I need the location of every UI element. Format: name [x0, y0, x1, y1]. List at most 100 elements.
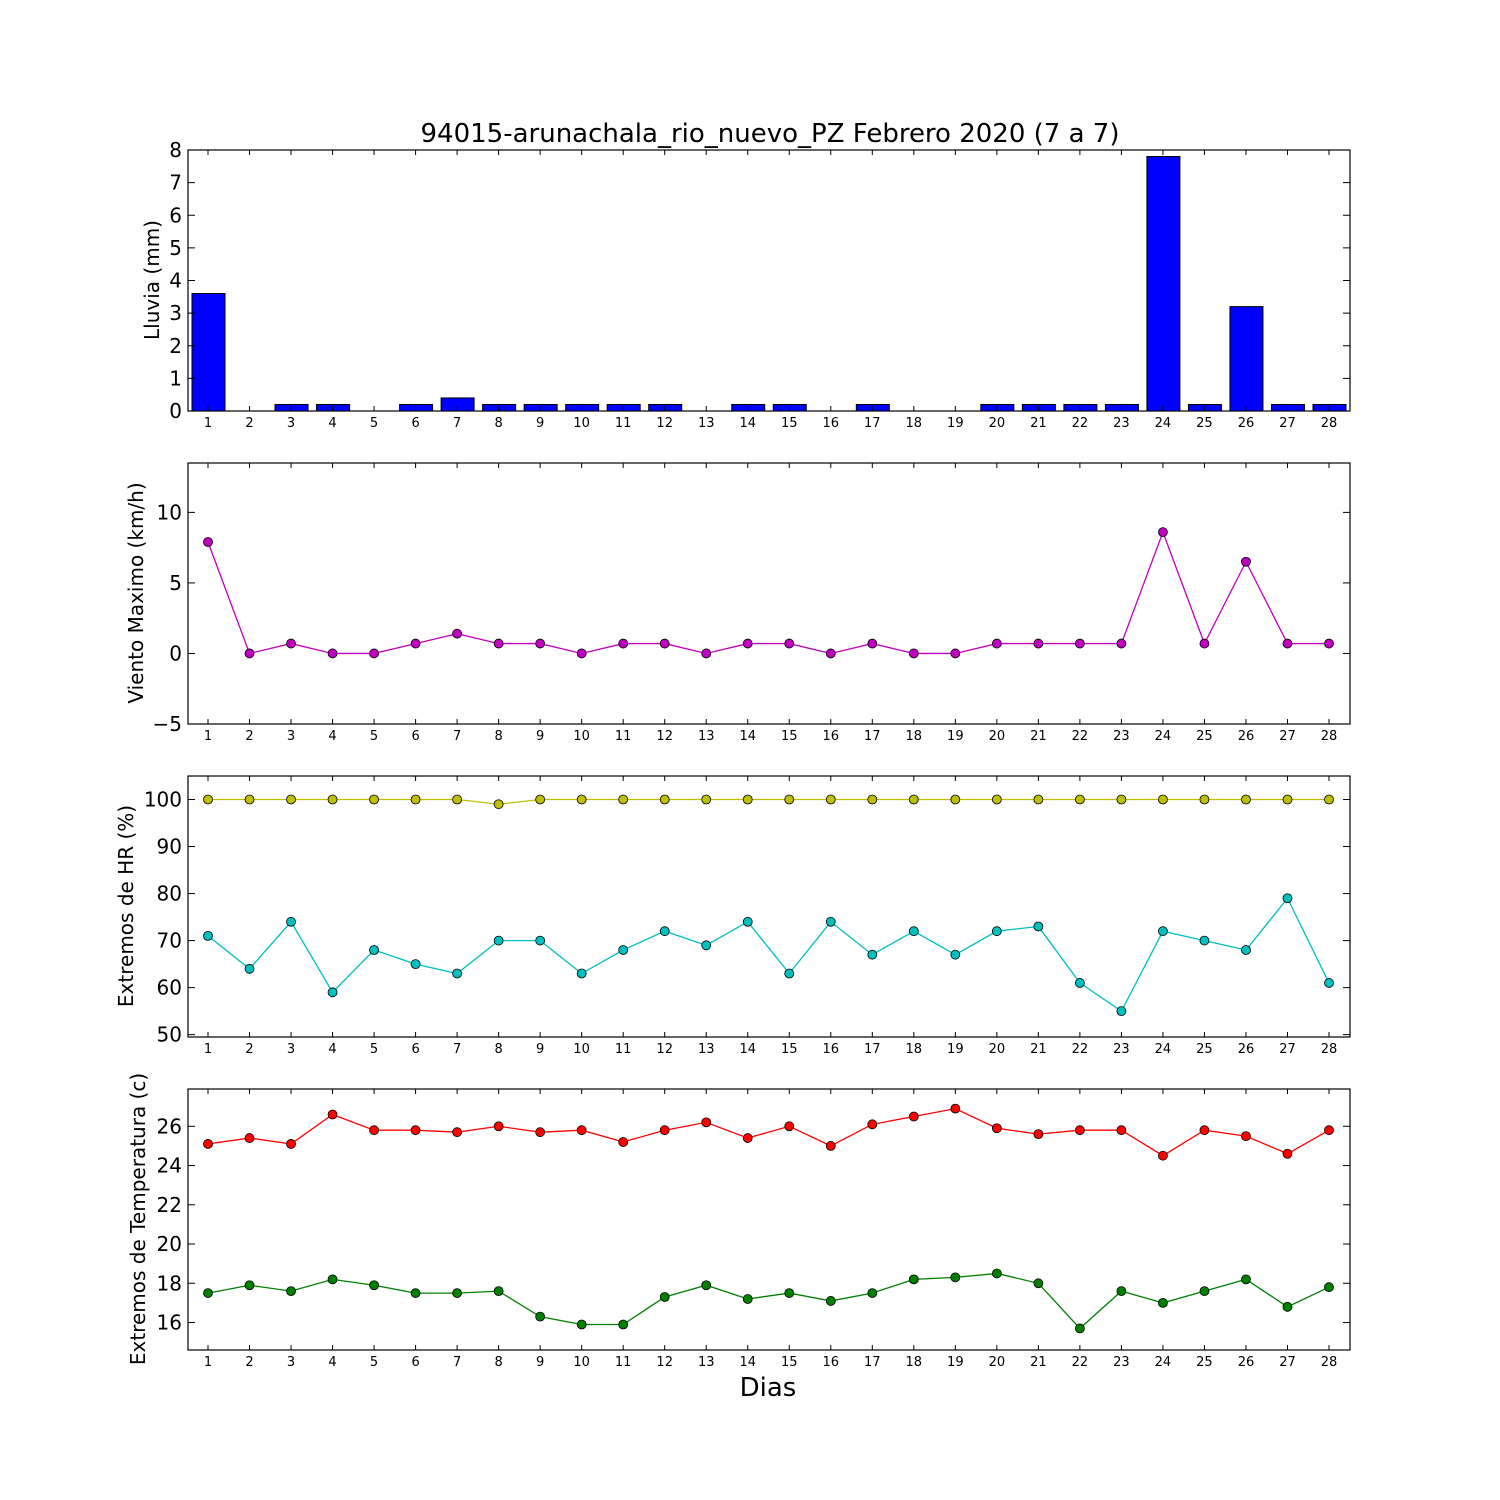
wind-point-0	[493, 638, 504, 649]
temperature-xtick-label: 14	[739, 1355, 756, 1370]
temperature-point-0	[535, 1127, 546, 1138]
humidity-y-axis-label: Extremos de HR (%)	[114, 805, 138, 1007]
temperature-point-1	[410, 1288, 421, 1298]
humidity-ytick-label: 50	[157, 1023, 182, 1047]
wind-xtick-label: 9	[536, 729, 544, 744]
temperature-point-1	[327, 1274, 338, 1285]
temperature-xtick-label: 9	[536, 1355, 544, 1370]
wind-point-0	[1033, 638, 1044, 649]
temperature-xtick-label: 7	[453, 1355, 461, 1370]
temperature-xtick-label: 15	[781, 1355, 798, 1370]
wind-y-axis-label: Viento Maximo (km/h)	[124, 482, 148, 703]
temperature-point-0	[825, 1141, 836, 1151]
wind-xtick-label: 17	[864, 729, 881, 744]
humidity-point-1	[701, 940, 712, 951]
wind-xtick-label: 19	[947, 729, 964, 744]
wind-point-0	[950, 648, 961, 659]
humidity-point-1	[659, 926, 670, 937]
wind-xtick-label: 6	[411, 729, 419, 744]
rain-xtick-label: 16	[823, 416, 840, 431]
humidity-xtick-label: 10	[573, 1042, 590, 1057]
temperature-xtick-label: 17	[864, 1355, 881, 1370]
humidity-point-1	[576, 968, 587, 979]
humidity-xtick-label: 5	[370, 1042, 378, 1057]
humidity-plot-area	[187, 775, 1351, 1038]
humidity-point-0	[701, 794, 712, 805]
temperature-point-0	[1074, 1125, 1085, 1136]
temperature-point-0	[1033, 1129, 1044, 1140]
wind-xtick-label: 27	[1279, 729, 1296, 744]
humidity-ytick-label: 100	[144, 788, 182, 812]
temperature-ytick-label: 20	[157, 1232, 182, 1256]
temperature-point-0	[1282, 1148, 1293, 1159]
wind-xtick-label: 1	[204, 729, 212, 744]
humidity-point-0	[203, 794, 213, 805]
rain-ytick-label: 5	[169, 236, 182, 260]
rain-xtick-label: 25	[1196, 416, 1213, 431]
temperature-xtick-label: 25	[1196, 1355, 1213, 1370]
humidity-point-1	[784, 968, 795, 979]
rain-xtick-label: 11	[615, 416, 632, 431]
temperature-xtick-label: 10	[573, 1355, 590, 1370]
wind-point-0	[369, 648, 379, 659]
wind-xtick-label: 15	[781, 729, 798, 744]
temperature-point-1	[1282, 1301, 1293, 1312]
rain-bar	[191, 293, 226, 412]
temperature-ytick-label: 16	[157, 1311, 182, 1335]
wind-xtick-label: 24	[1155, 729, 1172, 744]
temperature-point-0	[950, 1103, 961, 1114]
rain-ytick-label: 4	[169, 269, 182, 293]
humidity-point-0	[369, 794, 379, 805]
wind-point-0	[286, 638, 296, 649]
temperature-xtick-label: 12	[656, 1355, 673, 1370]
humidity-point-0	[452, 794, 463, 805]
humidity-point-0	[908, 794, 919, 805]
wind-point-0	[659, 638, 670, 649]
humidity-point-1	[327, 987, 338, 998]
temperature-point-1	[244, 1280, 255, 1291]
rain-xtick-label: 4	[328, 416, 336, 431]
humidity-xtick-label: 24	[1155, 1042, 1172, 1057]
humidity-xtick-label: 8	[494, 1042, 502, 1057]
wind-point-0	[991, 638, 1002, 649]
temperature-ytick-label: 18	[157, 1271, 182, 1295]
humidity-xtick-label: 12	[656, 1042, 673, 1057]
wind-xtick-label: 2	[245, 729, 253, 744]
rain-xtick-label: 28	[1321, 416, 1338, 431]
humidity-xtick-label: 7	[453, 1042, 461, 1057]
humidity-xtick-label: 20	[989, 1042, 1006, 1057]
humidity-point-0	[493, 799, 504, 810]
rain-ytick-label: 6	[169, 203, 182, 227]
temperature-xtick-label: 24	[1155, 1355, 1172, 1370]
humidity-xtick-label: 14	[739, 1042, 756, 1057]
temperature-xtick-label: 6	[411, 1355, 419, 1370]
rain-xtick-label: 5	[370, 416, 378, 431]
rain-ytick-label: 8	[169, 138, 182, 162]
temperature-y-axis-label: Extremos de Temperatura (c)	[126, 1073, 150, 1365]
temperature-ytick-label: 24	[157, 1154, 182, 1178]
wind-xtick-label: 25	[1196, 729, 1213, 744]
wind-xtick-label: 3	[287, 729, 295, 744]
humidity-point-1	[618, 945, 629, 955]
wind-xtick-label: 26	[1238, 729, 1255, 744]
humidity-point-0	[576, 794, 587, 805]
humidity-xtick-label: 25	[1196, 1042, 1213, 1057]
temperature-xtick-label: 4	[328, 1355, 336, 1370]
wind-point-0	[701, 648, 712, 659]
humidity-point-1	[1324, 978, 1334, 988]
rain-ytick-label: 2	[169, 334, 182, 358]
rain-ytick-label: 7	[169, 171, 182, 195]
humidity-point-0	[742, 794, 753, 805]
humidity-xtick-label: 19	[947, 1042, 964, 1057]
wind-xtick-label: 13	[698, 729, 715, 744]
temperature-point-0	[701, 1117, 712, 1128]
temperature-point-0	[203, 1139, 213, 1149]
humidity-xtick-label: 15	[781, 1042, 798, 1057]
temperature-point-1	[659, 1292, 670, 1302]
wind-point-0	[784, 638, 795, 649]
humidity-xtick-label: 21	[1030, 1042, 1047, 1057]
